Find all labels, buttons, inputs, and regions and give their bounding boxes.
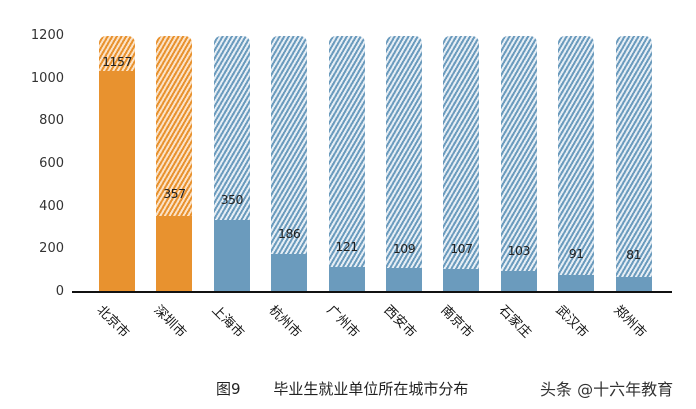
bar-fill [99, 71, 135, 291]
bar: 186 [271, 36, 308, 291]
y-tick-200: 200 [39, 241, 64, 256]
x-tick-label: 北京市 [93, 302, 132, 342]
bar: 103 [500, 36, 537, 291]
bar-chart: 1200 1000 800 600 400 200 0 1157 北京市 357 深圳… [30, 28, 672, 342]
x-tick-label: 武汉市 [552, 302, 591, 342]
bar: 357 [156, 36, 193, 291]
bar: 350 [213, 36, 250, 291]
value-label: 103 [507, 243, 531, 258]
x-axis-line [72, 291, 672, 293]
bar: 91 [558, 36, 595, 291]
figure-caption: 图9 毕业生就业单位所在城市分布 [216, 378, 468, 399]
value-label: 186 [278, 226, 301, 241]
value-label: 350 [220, 192, 244, 207]
bar-fill [443, 269, 480, 291]
y-tick-0: 0 [55, 284, 64, 299]
bar-fill [213, 220, 250, 291]
value-label: 121 [335, 239, 358, 254]
x-tick-label: 西安市 [380, 302, 419, 342]
x-tick-label: 南京市 [437, 302, 477, 342]
bar: 107 [443, 36, 480, 291]
bar: 81 [615, 36, 652, 291]
x-tick-label: 杭州市 [265, 302, 304, 342]
bar-fill [558, 275, 595, 291]
figure-number: 图9 [216, 380, 241, 398]
bar-fill [386, 268, 422, 291]
y-tick-1000: 1000 [30, 71, 64, 86]
bar: 121 [328, 36, 365, 291]
value-label: 357 [163, 186, 186, 201]
watermark: 头条 @十六年教育 [540, 380, 674, 399]
bar: 109 [386, 36, 422, 291]
x-tick-label: 上海市 [208, 302, 247, 342]
bar-fill [156, 216, 193, 291]
y-tick-1200: 1200 [30, 28, 64, 43]
bar-fill [328, 267, 365, 291]
bar: 1157 [99, 36, 135, 291]
bar-fill [615, 277, 652, 291]
y-tick-600: 600 [39, 156, 64, 171]
value-label: 107 [450, 241, 473, 256]
bar-fill [500, 271, 537, 291]
y-tick-800: 800 [39, 113, 64, 128]
chart-title: 毕业生就业单位所在城市分布 [273, 380, 469, 398]
value-label: 1157 [102, 54, 132, 69]
x-tick-label: 石家庄 [495, 302, 534, 342]
value-label: 109 [392, 241, 416, 256]
x-tick-label: 深圳市 [150, 302, 190, 342]
y-tick-400: 400 [39, 199, 64, 214]
value-label: 81 [626, 247, 642, 262]
x-tick-label: 郑州市 [610, 302, 649, 342]
x-tick-label: 广州市 [323, 302, 362, 342]
bar-fill [271, 254, 308, 291]
value-label: 91 [568, 246, 584, 261]
